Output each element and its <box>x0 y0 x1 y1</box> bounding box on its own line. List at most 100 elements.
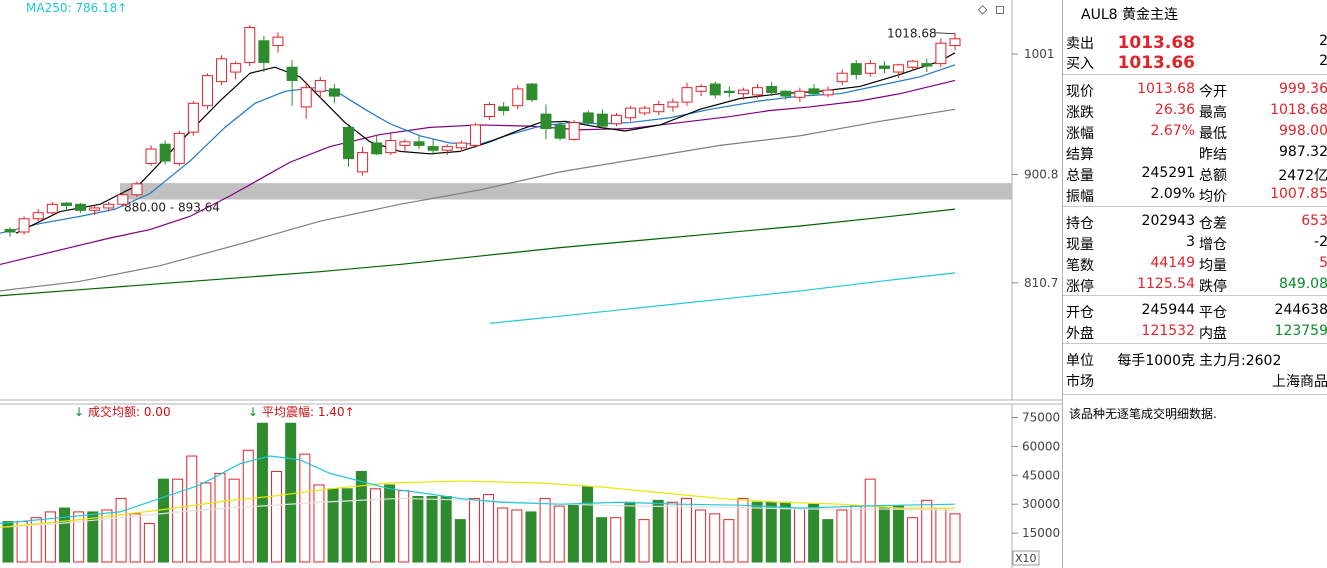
volume-bar <box>87 511 99 563</box>
quote-value: 1013.68 <box>1117 33 1195 53</box>
volume-bar <box>369 488 381 563</box>
volume-bar <box>186 455 198 563</box>
quote-value: 2 <box>1319 33 1327 49</box>
quote-label: 市场 <box>1066 374 1094 390</box>
volume-bar <box>652 499 664 563</box>
candle-body <box>808 88 820 95</box>
quote-row: 笔数 44149 均量 5 <box>1063 254 1327 274</box>
quote-value: 987.32 <box>1279 144 1327 160</box>
quote-row: 涨跌 26.36 最高 1018.68 <box>1063 101 1327 121</box>
quote-row: 持仓 202943 仓差 653 <box>1063 212 1327 232</box>
candle-body <box>484 104 496 118</box>
kline-chart[interactable]: 1001 900.8 810.7 75000 60000 45000 30000 15000 X… <box>0 0 1062 568</box>
volume-bar <box>878 507 890 563</box>
quote-value: 998.00 <box>1279 123 1327 139</box>
quote-value: 2 <box>1319 53 1327 69</box>
candle-body <box>526 83 538 101</box>
volume-bar <box>949 513 961 563</box>
volume-bar <box>765 501 777 563</box>
volume-ma-cyan-line <box>0 455 956 525</box>
tick-data-note: 该品种无逐笔成交明细数据. <box>1069 407 1217 421</box>
contract-title: AUL8 黄金主连 <box>1081 7 1178 23</box>
volume-bar <box>101 509 113 563</box>
candle-body <box>343 126 355 160</box>
candle-body <box>272 36 284 47</box>
support-zone-band <box>120 183 1012 200</box>
volume-bar <box>313 484 325 563</box>
quote-label: 现量 <box>1066 237 1094 253</box>
candle-body <box>201 75 213 107</box>
volume-bar <box>59 507 71 563</box>
volume-bar <box>384 484 396 563</box>
quote-row: 现价 1013.68 今开 999.36 <box>1063 80 1327 100</box>
ma-cyan-line <box>489 272 956 324</box>
volume-bar <box>779 501 791 563</box>
quote-value: 1018.68 <box>1270 102 1327 118</box>
candle-body <box>60 202 72 207</box>
kline-chart-area[interactable]: 1001 900.8 810.7 75000 60000 45000 30000 15000 X… <box>0 0 1062 568</box>
candle-body <box>610 114 622 125</box>
candle-body <box>18 218 30 233</box>
quote-label: 买入 <box>1066 56 1094 72</box>
quote-value: 202943 <box>1141 213 1195 229</box>
quote-value: 121532 <box>1141 323 1195 339</box>
candle-body <box>625 107 637 119</box>
quote-row: 振幅 2.09% 均价 1007.85 <box>1063 185 1327 205</box>
candle-body <box>4 229 16 233</box>
volume-bar <box>172 478 184 563</box>
volume-bar <box>271 470 283 563</box>
volume-bar <box>115 497 127 563</box>
volume-bar <box>582 486 594 563</box>
settings-icon[interactable]: ◻ <box>995 2 1005 16</box>
volume-bar <box>299 453 311 563</box>
candle-body <box>89 207 101 211</box>
candle-body <box>498 106 510 112</box>
candle-body <box>850 63 862 75</box>
diamond-icon[interactable]: ◇ <box>978 2 988 16</box>
candle-body <box>399 141 411 146</box>
volume-bar <box>143 522 155 563</box>
quote-label: 笔数 <box>1066 258 1094 274</box>
volume-tick-label: 45000 <box>1022 468 1060 482</box>
volume-bar <box>723 519 735 563</box>
volume-bar <box>836 509 848 563</box>
volume-bar <box>709 513 721 563</box>
candle-body <box>32 212 44 220</box>
volume-bar <box>73 511 85 563</box>
candle-body <box>695 85 707 92</box>
quote-value: 1013.68 <box>1137 81 1195 97</box>
candle-body <box>427 146 439 151</box>
quote-label: 结算 <box>1066 147 1094 163</box>
candle-body <box>230 63 242 73</box>
volume-bar <box>157 478 169 563</box>
quote-label: 涨幅 <box>1066 126 1094 142</box>
quote-row: 市场 上海商品 <box>1063 370 1327 390</box>
candle-body <box>582 112 594 124</box>
price-tick-label: 900.8 <box>1024 168 1058 182</box>
candle-body <box>921 63 933 67</box>
volume-bar <box>200 482 212 563</box>
quote-row: 涨停 1125.54 跌停 849.08 <box>1063 275 1327 295</box>
volume-bar <box>567 503 579 563</box>
volume-bar <box>44 511 56 563</box>
volume-legend-arrow: ↓ <box>248 405 258 419</box>
quote-label: 总量 <box>1066 168 1094 184</box>
volume-bar <box>355 470 367 563</box>
quote-label: 内盘 <box>1199 326 1227 342</box>
candle-body <box>314 79 326 92</box>
candle-body <box>737 89 749 95</box>
panel-divider <box>1063 74 1327 75</box>
quote-value: 999.36 <box>1279 81 1327 97</box>
candle-body <box>568 122 580 140</box>
quote-value: 2.67% <box>1150 123 1195 139</box>
quote-label: 跌停 <box>1199 279 1227 295</box>
candle-body <box>780 90 792 97</box>
candle-body <box>75 203 87 211</box>
quote-value: 上海商品 <box>1272 374 1327 390</box>
candle-body <box>794 90 806 98</box>
candle-body <box>117 194 129 205</box>
quote-value: 26.36 <box>1154 102 1195 118</box>
candle-body <box>512 88 524 107</box>
quote-label: 涨跌 <box>1066 105 1094 121</box>
quote-row: 涨幅 2.67% 最低 998.00 <box>1063 122 1327 142</box>
